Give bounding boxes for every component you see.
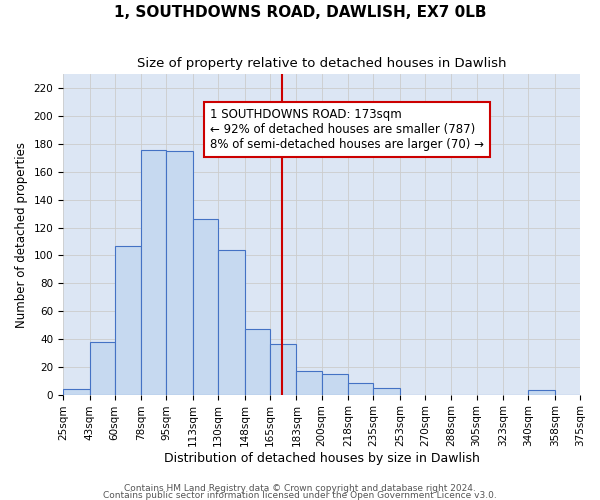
Bar: [115, 246, 142, 394]
Bar: [166, 151, 193, 394]
Text: Contains public sector information licensed under the Open Government Licence v3: Contains public sector information licen…: [103, 491, 497, 500]
Text: 1, SOUTHDOWNS ROAD, DAWLISH, EX7 0LB: 1, SOUTHDOWNS ROAD, DAWLISH, EX7 0LB: [114, 5, 486, 20]
Bar: [322, 374, 348, 394]
Bar: [218, 250, 245, 394]
Bar: [348, 384, 373, 394]
Bar: [373, 388, 400, 394]
Bar: [63, 389, 89, 394]
Text: Contains HM Land Registry data © Crown copyright and database right 2024.: Contains HM Land Registry data © Crown c…: [124, 484, 476, 493]
Bar: [89, 342, 115, 394]
Bar: [193, 219, 218, 394]
Bar: [529, 390, 555, 394]
Bar: [142, 150, 166, 394]
Bar: [270, 344, 296, 395]
X-axis label: Distribution of detached houses by size in Dawlish: Distribution of detached houses by size …: [164, 452, 479, 465]
Title: Size of property relative to detached houses in Dawlish: Size of property relative to detached ho…: [137, 58, 506, 70]
Y-axis label: Number of detached properties: Number of detached properties: [15, 142, 28, 328]
Bar: [245, 329, 270, 394]
Bar: [296, 371, 322, 394]
Text: 1 SOUTHDOWNS ROAD: 173sqm
← 92% of detached houses are smaller (787)
8% of semi-: 1 SOUTHDOWNS ROAD: 173sqm ← 92% of detac…: [211, 108, 484, 151]
